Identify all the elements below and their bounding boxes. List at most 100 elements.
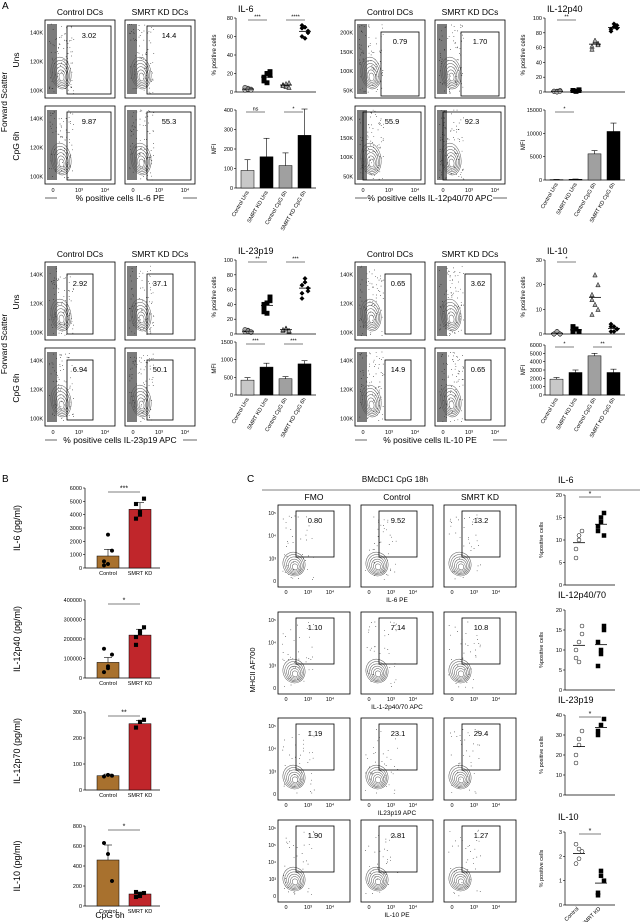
a-il10-bar-y-label: MFI bbox=[521, 365, 527, 376]
c-chart-0-point bbox=[576, 537, 582, 543]
a-il10-x-tick: 10³ bbox=[385, 430, 393, 436]
b-panel-1-y-tick-label: 200000 bbox=[64, 637, 82, 643]
a-il10-flow-plot-contour bbox=[447, 397, 456, 411]
a-il10-bar bbox=[549, 378, 564, 396]
a-il23-x-tick: 10⁴ bbox=[181, 429, 190, 436]
a-il23-scatter-point bbox=[305, 288, 311, 294]
a-il12-flow-plot-dots bbox=[359, 24, 384, 93]
c-row-3-flow-plot-contour bbox=[373, 876, 383, 887]
a-il12-sig-label: ** bbox=[564, 15, 569, 21]
c-y-tick: 0 bbox=[273, 579, 276, 585]
b-panel-0-y-tick-label: 3000 bbox=[70, 526, 82, 532]
a-il12-y-tick: 150K bbox=[340, 50, 353, 56]
a-il10-x-tick: 0 bbox=[361, 430, 364, 436]
c-row-1-flow-plot-gate bbox=[378, 617, 418, 665]
a-il23-scatter-point bbox=[248, 329, 254, 335]
c-row-2-flow-plot-contour bbox=[367, 767, 387, 788]
a-il23-flow-plot-gate bbox=[66, 273, 94, 335]
a-il10-x-tick: 10⁴ bbox=[491, 429, 500, 436]
a-il10-scatter-point bbox=[589, 291, 595, 297]
c-chart-1-y-label: %positive cells bbox=[539, 632, 545, 668]
a-il6-scatter-point bbox=[248, 87, 254, 93]
a-il6-scatter-point bbox=[286, 84, 292, 90]
a-il6-flow-plot-contour bbox=[133, 149, 149, 173]
b-panel-0-data-point bbox=[109, 548, 115, 553]
c-row-2-flow-plot-gate-value: 23.1 bbox=[391, 729, 406, 738]
c-row-0-flow-plot-contour bbox=[454, 558, 467, 573]
a-il12-x-tick: 10³ bbox=[465, 188, 473, 194]
a-il23-flow-plot-edge-events bbox=[47, 266, 57, 336]
a-il23-scatter-point bbox=[267, 298, 273, 304]
a-il12-bar-y-tick-label: 15000 bbox=[527, 108, 542, 114]
a-il6-flow-plot-edge-events bbox=[127, 24, 137, 94]
c-x-tick: 10⁴ bbox=[492, 802, 501, 809]
a-il12-x-tick: 10⁴ bbox=[411, 187, 420, 194]
a-il6-scatter-y-tick-label: 60 bbox=[227, 35, 233, 41]
panel-letter-c: C bbox=[247, 474, 254, 485]
b-panel-0-data-point bbox=[105, 532, 111, 537]
c-row-1-flow-plot-contour bbox=[282, 658, 306, 684]
a-il23-flow-plot-contour bbox=[50, 384, 72, 418]
b-panel-0-y-tick-label: 5000 bbox=[70, 499, 82, 505]
c-x-tick: 0 bbox=[284, 803, 287, 809]
c-row-0-flow-plot-contour bbox=[452, 556, 469, 574]
b-panel-3-y-tick-label: 400 bbox=[73, 864, 82, 870]
a-il6-flow-plot-edge-events bbox=[127, 110, 137, 180]
c-row-3-flow-plot-contour bbox=[452, 871, 469, 889]
a-il12-flow-plot-contour bbox=[445, 66, 458, 85]
a-il23-bar bbox=[259, 366, 274, 396]
c-chart-3-y-tick-label: 2 bbox=[559, 854, 562, 860]
a-il23-flow-plot-contour bbox=[132, 302, 150, 330]
c-row-3-flow-plot-gate-value: 1.90 bbox=[308, 831, 323, 840]
a-il12-flow-plot-contour bbox=[448, 158, 455, 168]
c-chart-1-y-tick-label: 15 bbox=[556, 628, 562, 634]
b-panel-0-data-point bbox=[101, 563, 107, 568]
a-il23-chart-title: IL-23p19 bbox=[238, 246, 274, 256]
a-il6-x-tick: 0 bbox=[51, 188, 54, 194]
a-il10-flow-plot-contour bbox=[368, 400, 375, 410]
a-il6-scatter-point bbox=[299, 25, 305, 31]
c-chart-0-point bbox=[598, 515, 604, 520]
a-il12-y-tick: 200K bbox=[340, 117, 353, 123]
c-x-tick: 10³ bbox=[387, 590, 395, 596]
c-row-1-flow-plot-contour bbox=[291, 670, 299, 678]
b-panel-0-data-point bbox=[137, 509, 143, 515]
b-panel-3-data-point bbox=[133, 894, 139, 900]
c-x-tick: 10³ bbox=[304, 697, 312, 703]
c-x-tick: 10⁴ bbox=[409, 802, 418, 809]
a-il6-flow-plot-contour bbox=[50, 142, 72, 176]
c-row-1-flow-plot-contour bbox=[452, 663, 469, 681]
b-x-title: CpG 6h bbox=[95, 910, 125, 920]
c-chart-2-point bbox=[576, 736, 582, 742]
c-row-0-flow-plot-contour bbox=[369, 556, 386, 574]
a-il10-flow-plot-contour bbox=[363, 305, 379, 329]
a-il23-x-axis-label: % positive cells IL-23p19 APC bbox=[63, 435, 176, 445]
c-x-tick: 10⁴ bbox=[492, 904, 501, 911]
b-panel-1-y-tick-label: 100000 bbox=[64, 657, 82, 663]
a-il10-flow-plot-contour bbox=[448, 314, 455, 324]
b-panel-3-y-tick-label: 600 bbox=[73, 844, 82, 850]
a-il23-y-tick: 120K bbox=[30, 302, 43, 308]
a-il10-y-tick: 140K bbox=[340, 359, 353, 365]
a-il10-flow-plot-contour bbox=[447, 311, 456, 325]
a-il23-flow-plot-gate-value: 50.1 bbox=[153, 365, 168, 374]
a-il23-bar-y-tick-label: 1500 bbox=[221, 340, 233, 346]
c-y-tick: 0 bbox=[273, 894, 276, 900]
panel-letter-a: A bbox=[2, 1, 9, 12]
a-il10-x-axis-label: % positive cells IL-10 PE bbox=[383, 435, 477, 445]
b-panel-2-data-point bbox=[109, 773, 115, 778]
b-panel-0-data-point bbox=[141, 496, 147, 501]
a-il12-flow-plot-contour bbox=[362, 60, 380, 88]
a-il23-flow-plot-gate bbox=[66, 359, 94, 421]
a-il12-flow-plot-contour bbox=[448, 72, 455, 82]
a-il6-x-tick: 10⁴ bbox=[101, 187, 110, 194]
a-il10-chart-y-label: % positive cells bbox=[521, 276, 527, 317]
c-chart-1-point bbox=[598, 647, 604, 653]
a-il6-chart-y-label: % positive cells bbox=[212, 34, 218, 75]
c-row-2-flow-plot-contour bbox=[284, 767, 304, 788]
b-panel-0-bar bbox=[128, 509, 152, 569]
b-panel-0-y-tick-label: 1000 bbox=[70, 553, 82, 559]
c-chart-2-point bbox=[576, 742, 582, 748]
